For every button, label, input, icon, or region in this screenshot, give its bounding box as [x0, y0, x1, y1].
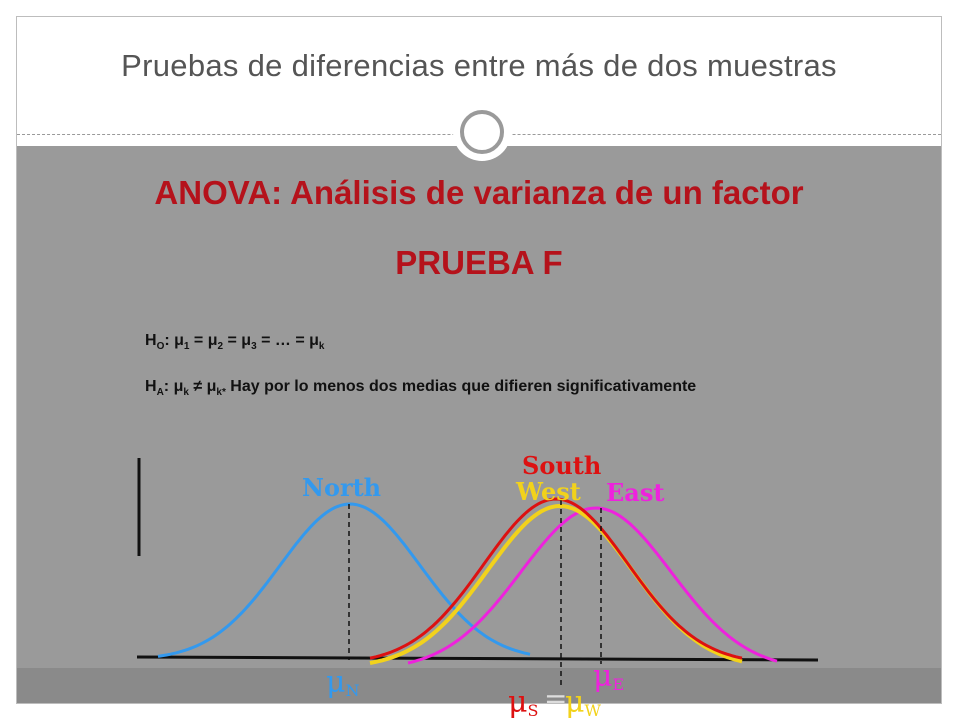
null-term-2-sub: 2	[217, 341, 224, 353]
alt-neq: ≠ μ	[188, 378, 217, 395]
content-panel	[17, 146, 941, 703]
alt-mu-k-sub: k	[183, 387, 189, 399]
null-term-4: = … = μ	[256, 332, 319, 349]
null-term-3: = μ	[223, 332, 252, 349]
bottom-strip	[17, 668, 941, 703]
east-curve	[407, 506, 778, 665]
mu-north-label: μN	[326, 665, 360, 700]
alt-hypothesis-text: Hay por lo menos dos medias que difieren…	[225, 378, 697, 395]
null-term-1-sub: 1	[183, 341, 190, 353]
null-term-2: = μ	[189, 332, 218, 349]
west-label: West	[515, 477, 581, 506]
anova-heading: ANOVA: Análisis de varianza de un factor	[154, 174, 804, 211]
null-term-1: : μ	[164, 332, 184, 349]
mu-south-label: μS	[508, 685, 538, 720]
south-label: South	[522, 451, 601, 480]
south-curve	[369, 497, 743, 660]
null-term-3-sub: 3	[251, 341, 257, 353]
prueba-f-heading: PRUEBA F	[395, 244, 563, 281]
slide-title: Pruebas de diferencias entre más de dos …	[121, 48, 837, 83]
alt-hypothesis-h: H	[145, 378, 157, 395]
north-label: North	[302, 473, 381, 502]
mu-west-label: μW	[565, 685, 602, 720]
alt-mu-k: : μ	[163, 378, 184, 395]
x-axis	[136, 655, 819, 662]
divider-circle-icon	[460, 110, 504, 154]
null-hypothesis-h: H	[145, 332, 157, 349]
null-hypothesis-h-sub: O	[156, 341, 165, 353]
null-hypothesis: HO: μ1 = μ2 = μ3 = … = μk	[145, 332, 324, 352]
alt-mu-kstar-sub: k*	[216, 387, 226, 399]
east-label: East	[606, 478, 664, 507]
alternative-hypothesis: HA: μk ≠ μk* Hay por lo menos dos medias…	[145, 378, 696, 398]
alt-hypothesis-h-sub: A	[156, 387, 164, 399]
mu-equals-sign: =	[544, 682, 567, 715]
north-curve	[157, 502, 531, 658]
null-term-4-sub: k	[318, 341, 325, 353]
mu-east-label: μE	[593, 659, 624, 694]
